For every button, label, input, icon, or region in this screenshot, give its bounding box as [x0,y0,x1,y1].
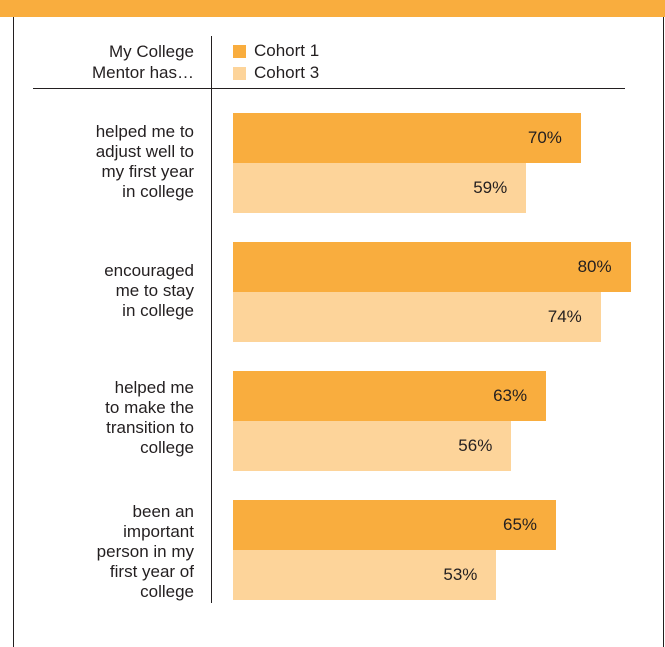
bar-cohort-1 [233,242,631,292]
frame-right-border [663,17,664,647]
legend-item-cohort-3: Cohort 3 [233,62,319,84]
bar-cohort-3 [233,550,497,600]
bar-value-label: 80% [577,257,612,276]
category-label: been an important person in my first yea… [96,502,194,601]
bar-value-label: 63% [493,386,528,405]
category-label: helped me to adjust well to my first yea… [95,122,194,201]
category-label: helped me to make the transition to coll… [105,378,194,457]
bar-value-label: 74% [547,307,582,326]
legend: Cohort 1 Cohort 3 [233,40,319,84]
legend-label-cohort-3: Cohort 3 [254,63,320,82]
legend-swatch-cohort-3 [233,66,246,80]
category-divider-line [211,36,212,603]
top-accent-band [0,0,665,17]
bar-cohort-3 [233,292,601,342]
bar-cohort-3 [233,421,512,471]
legend-label-cohort-1: Cohort 1 [254,41,320,60]
header-divider-line [33,88,625,89]
bar-value-label: 53% [443,565,478,584]
bar-value-label: 56% [458,436,493,455]
bar-cohort-3 [233,163,527,213]
bar-cohort-1 [233,500,557,550]
bar-value-label: 59% [473,178,508,197]
legend-swatch-cohort-1 [233,44,246,58]
bar-value-label: 65% [503,515,538,534]
chart-header-label: My College Mentor has… [91,42,194,82]
category-label: encouraged me to stay in college [104,261,194,320]
bar-value-label: 70% [527,128,562,147]
bar-cohort-1 [233,113,581,163]
legend-item-cohort-1: Cohort 1 [233,40,319,62]
frame-left-border [13,17,14,647]
bar-cohort-1 [233,371,547,421]
